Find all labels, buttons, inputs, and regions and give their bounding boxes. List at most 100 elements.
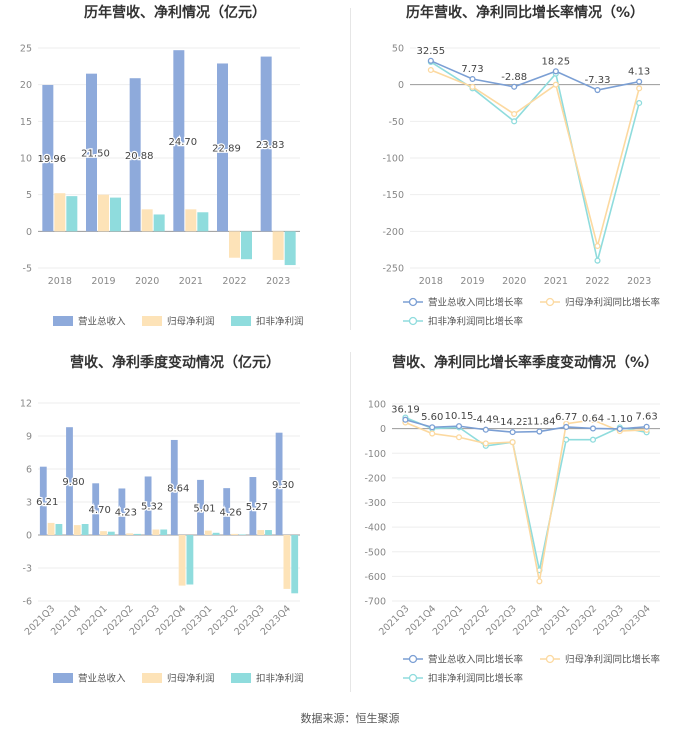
y-tick-label: -5 xyxy=(23,264,32,275)
data-point xyxy=(429,430,436,437)
data-label: 5.32 xyxy=(141,502,163,513)
y-tick-label: 0 xyxy=(26,227,32,238)
legend-label[interactable]: 归母净利润同比增长率 xyxy=(565,297,661,309)
legend-label[interactable]: 营业总收入同比增长率 xyxy=(428,654,524,666)
data-label: -7.33 xyxy=(585,75,611,86)
bar-net-profit xyxy=(229,231,240,258)
bar-revenue xyxy=(39,466,47,535)
bar-revenue xyxy=(66,427,73,535)
data-point xyxy=(482,426,489,433)
y-tick-label: 12 xyxy=(20,399,32,410)
legend-swatch[interactable] xyxy=(142,316,162,326)
legend-swatch[interactable] xyxy=(53,316,73,326)
y-tick-label: 50 xyxy=(392,44,404,55)
data-label: 6.21 xyxy=(36,497,58,508)
data-label: 9.80 xyxy=(62,477,84,488)
data-point xyxy=(402,416,409,423)
bar-deducted-net-profit xyxy=(241,231,252,260)
bar-revenue xyxy=(249,477,257,535)
data-label: 22.89 xyxy=(212,143,241,154)
data-label: 5.27 xyxy=(246,502,268,513)
data-label: 4.70 xyxy=(89,505,111,516)
legend-label[interactable]: 扣非净利润 xyxy=(256,316,304,328)
legend-swatch[interactable] xyxy=(53,673,73,683)
data-label: 8.64 xyxy=(167,483,189,494)
bar-net-profit xyxy=(47,522,55,535)
data-point xyxy=(536,428,543,435)
x-tick-label: 2023Q4 xyxy=(618,603,652,637)
quarterly-growth-chart: 营收、净利同比增长率季度变动情况（%） -700 -600 -500 -400 -300 -… xyxy=(364,354,661,685)
series-line xyxy=(405,419,647,582)
y-tick-label: 0 xyxy=(398,80,404,91)
y-tick-label: -700 xyxy=(364,597,386,608)
data-label: 7.73 xyxy=(461,64,483,75)
data-label: 6.77 xyxy=(555,412,577,423)
legend-label[interactable]: 归母净利润同比增长率 xyxy=(565,654,661,666)
legend-swatch[interactable] xyxy=(231,316,251,326)
bar-deducted-net-profit xyxy=(265,530,272,535)
x-tick-label: 2018 xyxy=(48,276,72,287)
data-point xyxy=(509,439,516,446)
legend-marker[interactable] xyxy=(408,297,418,307)
bar-deducted-net-profit xyxy=(186,535,194,585)
legend-marker[interactable] xyxy=(408,316,418,326)
data-label: 18.25 xyxy=(542,56,571,67)
x-tick-label: 2021 xyxy=(179,276,203,287)
bar-deducted-net-profit xyxy=(291,535,299,594)
bar-revenue xyxy=(217,63,228,232)
legend-marker[interactable] xyxy=(545,654,555,664)
bar-net-profit xyxy=(272,231,284,260)
x-tick-label: 2022 xyxy=(585,276,609,287)
bar-net-profit xyxy=(152,529,160,535)
data-label: 4.26 xyxy=(220,508,242,519)
bar-revenue xyxy=(197,479,204,535)
data-point xyxy=(482,440,489,447)
data-point xyxy=(636,85,643,92)
legend-label[interactable]: 营业总收入 xyxy=(78,316,126,328)
data-point xyxy=(511,110,518,118)
y-tick-label: 15 xyxy=(20,117,32,128)
x-tick-label: 2019 xyxy=(460,276,484,287)
data-point xyxy=(616,425,623,432)
bar-revenue xyxy=(223,488,231,535)
legend-swatch[interactable] xyxy=(231,673,251,683)
bar-net-profit xyxy=(178,535,186,586)
y-tick-label: 6 xyxy=(26,465,32,476)
legend-marker[interactable] xyxy=(408,654,418,664)
y-tick-label: -250 xyxy=(382,264,404,275)
legend-label[interactable]: 扣非净利润同比增长率 xyxy=(428,316,524,328)
data-point xyxy=(455,423,463,430)
legend-label[interactable]: 归母净利润 xyxy=(167,673,215,685)
bar-revenue xyxy=(92,483,100,535)
data-point xyxy=(589,416,597,424)
legend-label[interactable]: 扣非净利润 xyxy=(256,673,304,685)
data-label: 24.70 xyxy=(169,137,198,148)
y-tick-label: 0 xyxy=(380,424,386,435)
bar-deducted-net-profit xyxy=(238,534,246,535)
legend-label[interactable]: 营业总收入 xyxy=(78,673,126,685)
data-point xyxy=(594,257,601,264)
bar-net-profit xyxy=(98,194,109,232)
legend-swatch[interactable] xyxy=(142,673,162,683)
bar-deducted-net-profit xyxy=(212,532,220,535)
bar-revenue xyxy=(42,84,54,232)
data-label: 4.13 xyxy=(628,67,650,78)
bar-deducted-net-profit xyxy=(55,524,63,535)
quarterly-revenue-profit-chart: 营收、净利季度变动情况（亿元）-6-30369122021Q32021Q4202… xyxy=(20,354,304,685)
legend-marker[interactable] xyxy=(545,297,555,307)
legend-label[interactable]: 归母净利润 xyxy=(167,316,215,328)
bar-revenue xyxy=(275,432,283,535)
y-tick-label: -3 xyxy=(23,564,32,575)
legend-label[interactable]: 扣非净利润同比增长率 xyxy=(428,673,524,685)
data-point xyxy=(511,118,518,125)
y-tick-label: 25 xyxy=(20,44,32,55)
legend-label[interactable]: 营业总收入同比增长率 xyxy=(428,297,524,309)
data-point xyxy=(636,99,643,107)
data-point xyxy=(589,425,597,432)
data-label: 5.60 xyxy=(421,412,443,423)
legend-marker[interactable] xyxy=(408,673,418,683)
data-point xyxy=(563,423,570,431)
data-point xyxy=(643,423,650,430)
bar-deducted-net-profit xyxy=(134,533,141,535)
